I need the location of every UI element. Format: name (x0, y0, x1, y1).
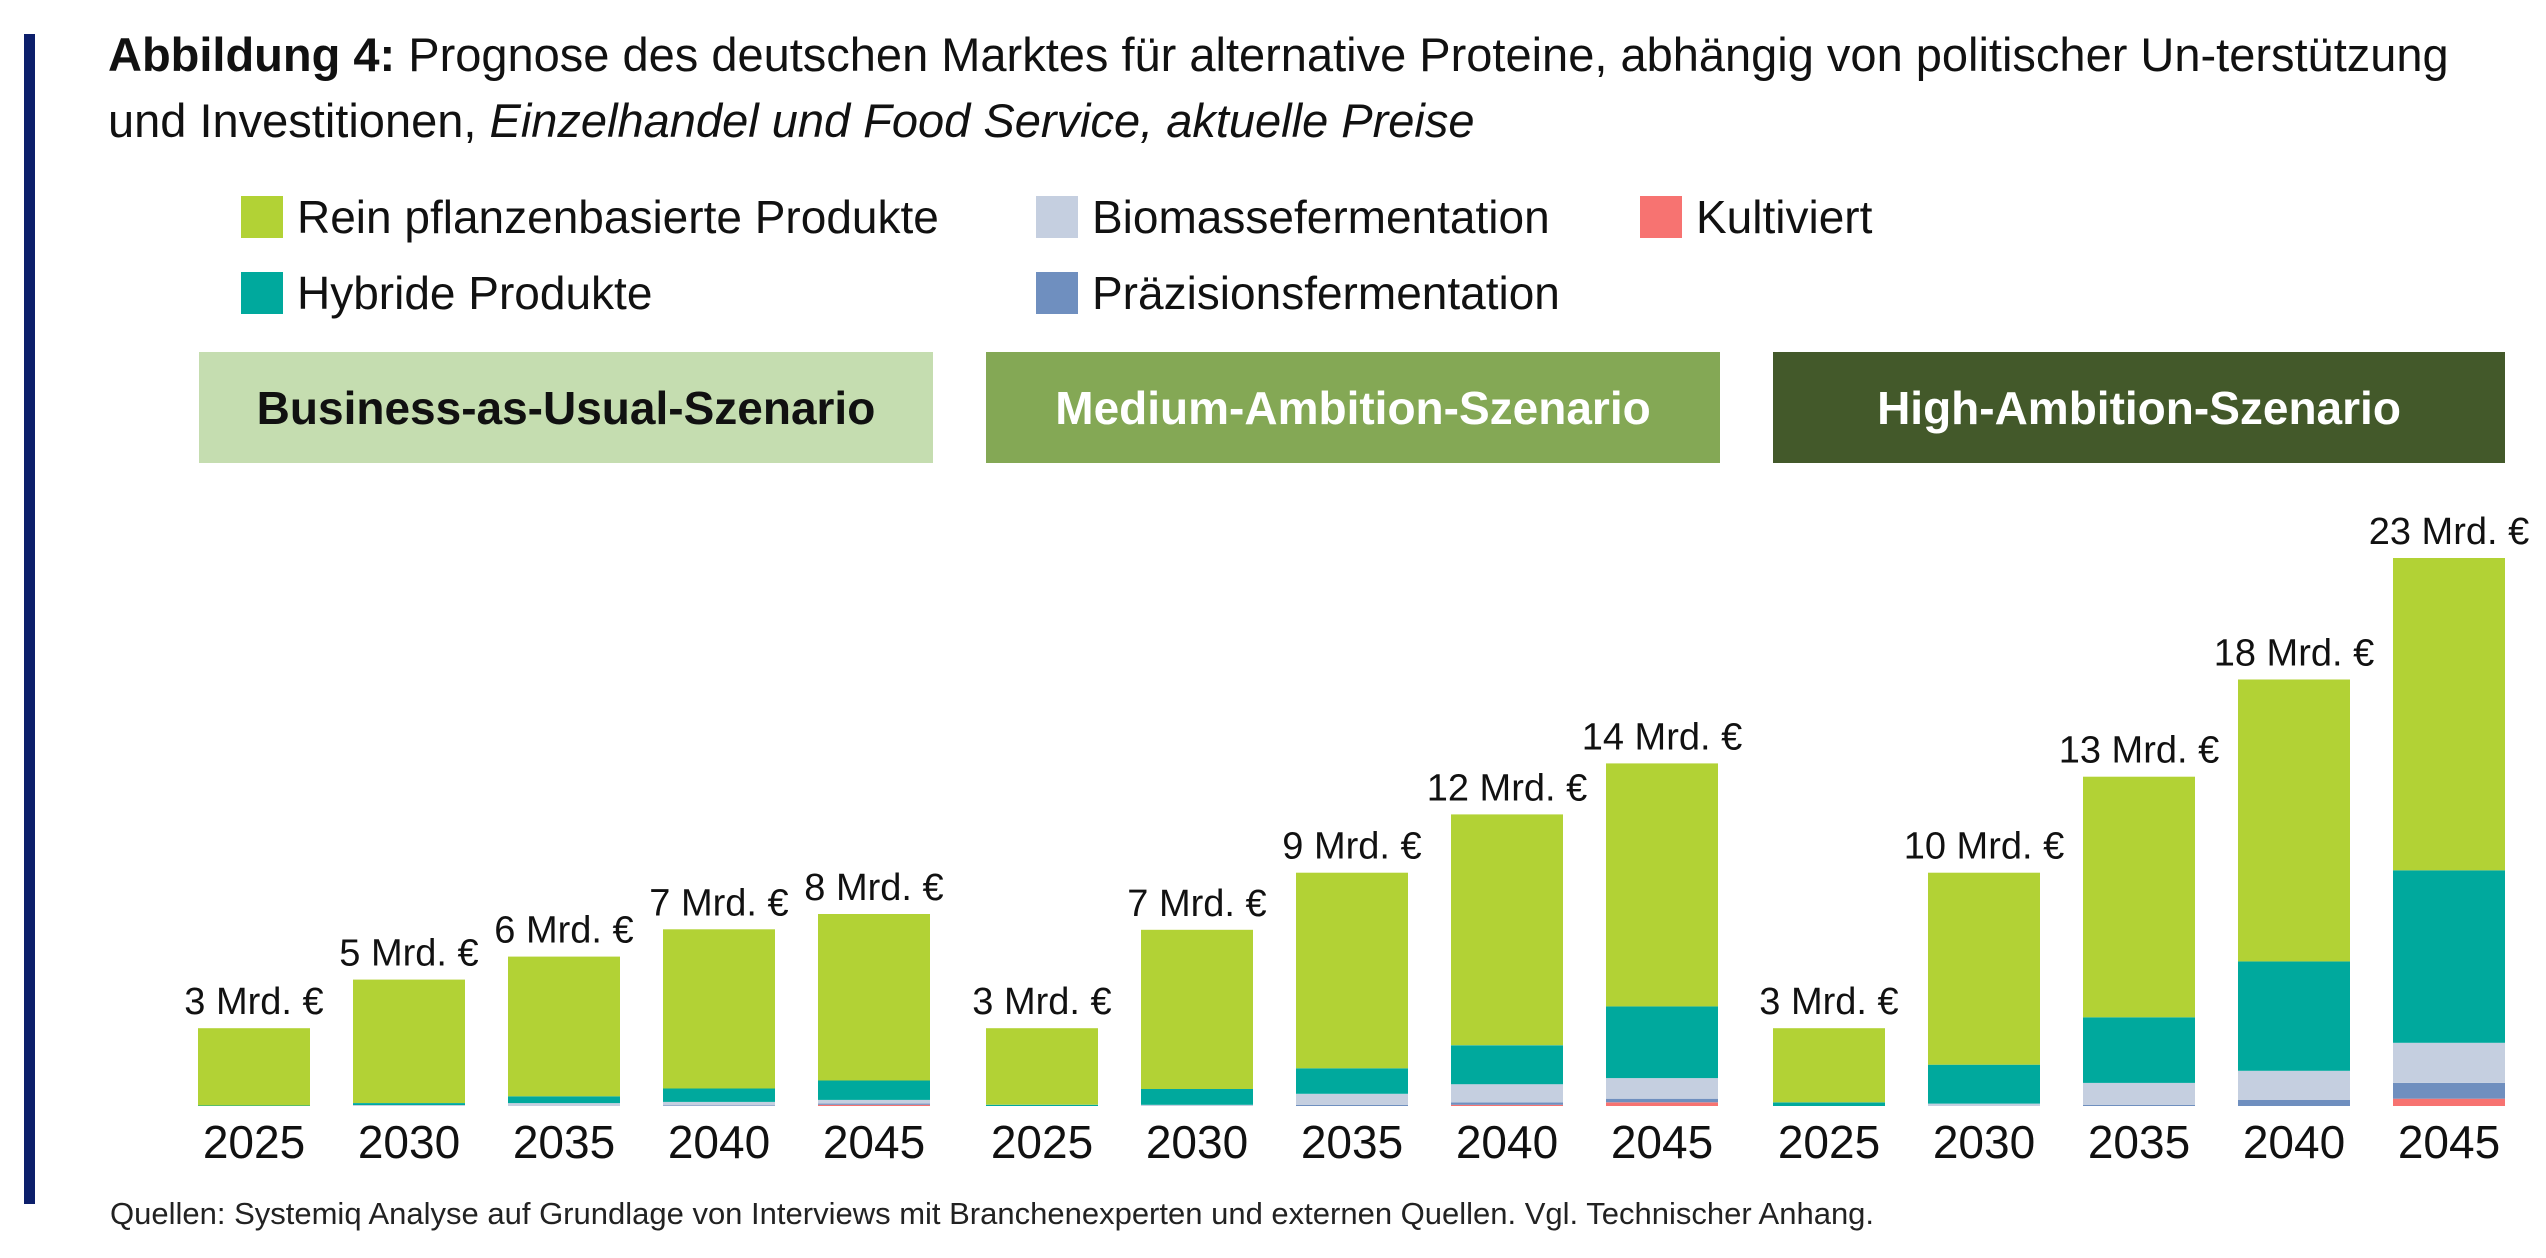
bar-total-label: 23 Mrd. € (2369, 511, 2530, 553)
bar-segment (2083, 1104, 2195, 1106)
x-tick-label: 2045 (823, 1116, 925, 1168)
bar-segment (353, 979, 465, 1103)
bar-segment (818, 1099, 930, 1104)
source-note: Quellen: Systemiq Analyse auf Grundlage … (110, 1196, 1875, 1231)
x-tick-label: 2030 (358, 1116, 460, 1168)
bar-total-label: 3 Mrd. € (972, 981, 1111, 1023)
bar-segment (1141, 1104, 1253, 1106)
x-tick-label: 2040 (668, 1116, 770, 1168)
bar-segment (1606, 1098, 1718, 1103)
bar-segment (1606, 1102, 1718, 1106)
bar-total-label: 12 Mrd. € (1427, 767, 1588, 809)
x-tick-label: 2025 (1778, 1116, 1880, 1168)
bar-segment (198, 1105, 310, 1106)
scenario-label: Medium-Ambition-Szenario (1055, 381, 1651, 434)
bar-segment (508, 1103, 620, 1106)
bar-total-label: 7 Mrd. € (649, 882, 788, 924)
x-tick-label: 2030 (1146, 1116, 1248, 1168)
figure-title-label: Abbildung 4: (108, 28, 396, 81)
bar-segment (1773, 1028, 1885, 1103)
bar-total-label: 10 Mrd. € (1904, 826, 2065, 868)
scenario-label: High-Ambition-Szenario (1877, 381, 2401, 434)
bar-total-label: 3 Mrd. € (1759, 981, 1898, 1023)
bar-segment (663, 1105, 775, 1106)
figure-title-italic: Einzelhandel und Food Service, aktuelle … (489, 94, 1475, 147)
bar-segment (1296, 872, 1408, 1069)
figure-title: Abbildung 4: Prognose des deutschen Mark… (108, 22, 2488, 154)
bar-segment (818, 1103, 930, 1105)
bar-total-label: 7 Mrd. € (1127, 883, 1266, 925)
bar-segment (2393, 1098, 2505, 1106)
bar-segment (1928, 1103, 2040, 1106)
bar-segment (2238, 1099, 2350, 1106)
bar-total-label: 9 Mrd. € (1282, 826, 1421, 868)
bar-total-label: 14 Mrd. € (1582, 716, 1743, 758)
x-tick-label: 2025 (203, 1116, 305, 1168)
x-tick-label: 2035 (2088, 1116, 2190, 1168)
bar-total-label: 18 Mrd. € (2214, 633, 2375, 675)
bar-segment (353, 1103, 465, 1105)
bar-segment (818, 914, 930, 1081)
bar-segment (2238, 1070, 2350, 1100)
bar-segment (198, 1028, 310, 1106)
bar-segment (2393, 558, 2505, 871)
bar-segment (1928, 872, 2040, 1065)
bar-segment (1928, 1064, 2040, 1104)
bar-total-label: 5 Mrd. € (339, 933, 478, 975)
bar-segment (663, 1101, 775, 1106)
bar-segment (1141, 1089, 1253, 1105)
bar-segment (663, 929, 775, 1089)
bar-segment (1451, 1102, 1563, 1105)
bar-segment (1606, 1006, 1718, 1079)
x-tick-label: 2040 (2243, 1116, 2345, 1168)
x-tick-label: 2035 (1301, 1116, 1403, 1168)
bar-total-label: 8 Mrd. € (804, 867, 943, 909)
x-tick-label: 2030 (1933, 1116, 2035, 1168)
bar-segment (2238, 679, 2350, 962)
bar-segment (1773, 1102, 1885, 1106)
scenario-label: Business-as-Usual-Szenario (256, 381, 876, 434)
bar-segment (2393, 1082, 2505, 1099)
bar-segment (2083, 1017, 2195, 1083)
scenario-header-high-ambition: High-Ambition-Szenario (1773, 352, 2505, 463)
bar-segment (986, 1028, 1098, 1105)
x-tick-label: 2035 (513, 1116, 615, 1168)
bar-segment (1296, 1104, 1408, 1106)
bar-segment (1451, 1084, 1563, 1103)
bar-segment (818, 1080, 930, 1100)
bar-total-label: 3 Mrd. € (184, 981, 323, 1023)
bar-segment (2393, 1042, 2505, 1083)
bar-segment (2238, 961, 2350, 1071)
bar-total-label: 6 Mrd. € (494, 910, 633, 952)
bar-segment (1451, 814, 1563, 1046)
x-tick-label: 2040 (1456, 1116, 1558, 1168)
figure-title-text: Prognose des deutschen Marktes für alter… (108, 28, 2449, 147)
scenario-header-medium-ambition: Medium-Ambition-Szenario (986, 352, 1720, 463)
accent-bar (24, 34, 35, 1204)
bar-segment (1141, 929, 1253, 1089)
bar-segment (2393, 870, 2505, 1043)
bar-segment (1296, 1093, 1408, 1105)
bar-segment (1451, 1045, 1563, 1085)
bar-segment (1606, 1078, 1718, 1099)
bar-segment (986, 1104, 1098, 1106)
x-tick-label: 2045 (1611, 1116, 1713, 1168)
bar-segment (2083, 776, 2195, 1018)
bar-segment (818, 1104, 930, 1106)
x-tick-label: 2025 (991, 1116, 1093, 1168)
x-tick-label: 2045 (2398, 1116, 2500, 1168)
bar-segment (1451, 1104, 1563, 1106)
bar-segment (353, 1105, 465, 1106)
bar-segment (1296, 1068, 1408, 1094)
bar-segment (2083, 1082, 2195, 1105)
bar-segment (508, 956, 620, 1097)
bar-segment (508, 1096, 620, 1104)
bar-segment (663, 1088, 775, 1102)
bar-segment (1606, 763, 1718, 1007)
bar-total-label: 13 Mrd. € (2059, 730, 2220, 772)
scenario-header-business-as-usual: Business-as-Usual-Szenario (199, 352, 933, 463)
